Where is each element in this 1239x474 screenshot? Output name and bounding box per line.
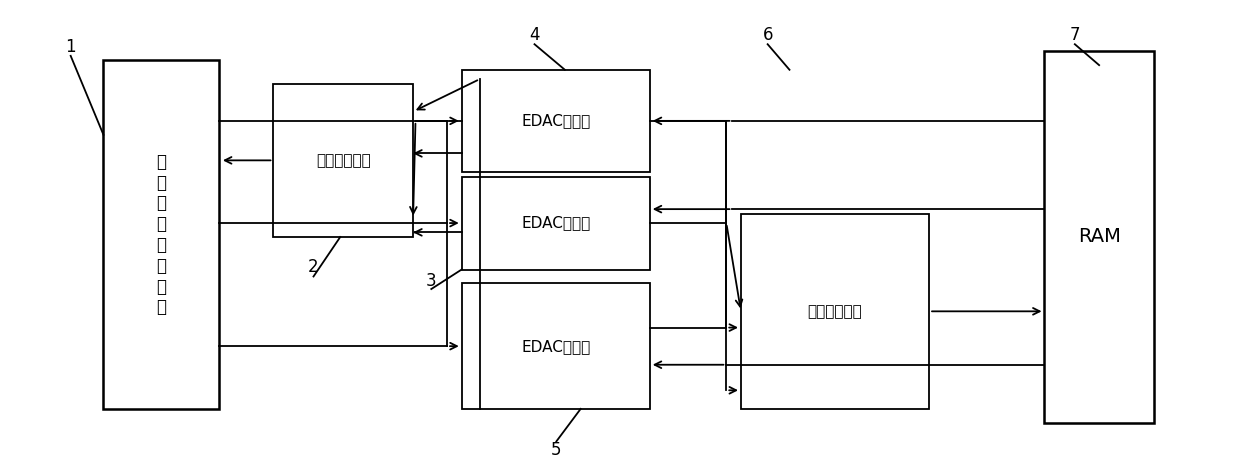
Text: 2: 2	[309, 258, 318, 276]
Text: 多路表决器一: 多路表决器一	[316, 153, 370, 168]
Text: 1: 1	[66, 37, 76, 55]
Text: EDAC电路二: EDAC电路二	[522, 216, 590, 230]
Bar	[1044, 51, 1154, 423]
Text: EDAC电路三: EDAC电路三	[522, 113, 590, 128]
Text: 7: 7	[1069, 26, 1080, 44]
Bar	[462, 177, 649, 270]
Bar	[462, 283, 649, 409]
Text: 4: 4	[529, 26, 540, 44]
Text: 3: 3	[426, 272, 436, 290]
Text: EDAC电路一: EDAC电路一	[522, 338, 590, 354]
Bar	[462, 70, 649, 172]
Text: 5: 5	[551, 441, 561, 459]
Bar	[741, 214, 929, 409]
Text: 处
理
器
或
外
部
设
备: 处 理 器 或 外 部 设 备	[156, 153, 166, 317]
Text: 6: 6	[762, 26, 773, 44]
Text: 多路表决器二: 多路表决器二	[808, 304, 862, 319]
Bar	[274, 84, 413, 237]
Text: RAM: RAM	[1078, 228, 1120, 246]
Bar	[103, 61, 219, 409]
